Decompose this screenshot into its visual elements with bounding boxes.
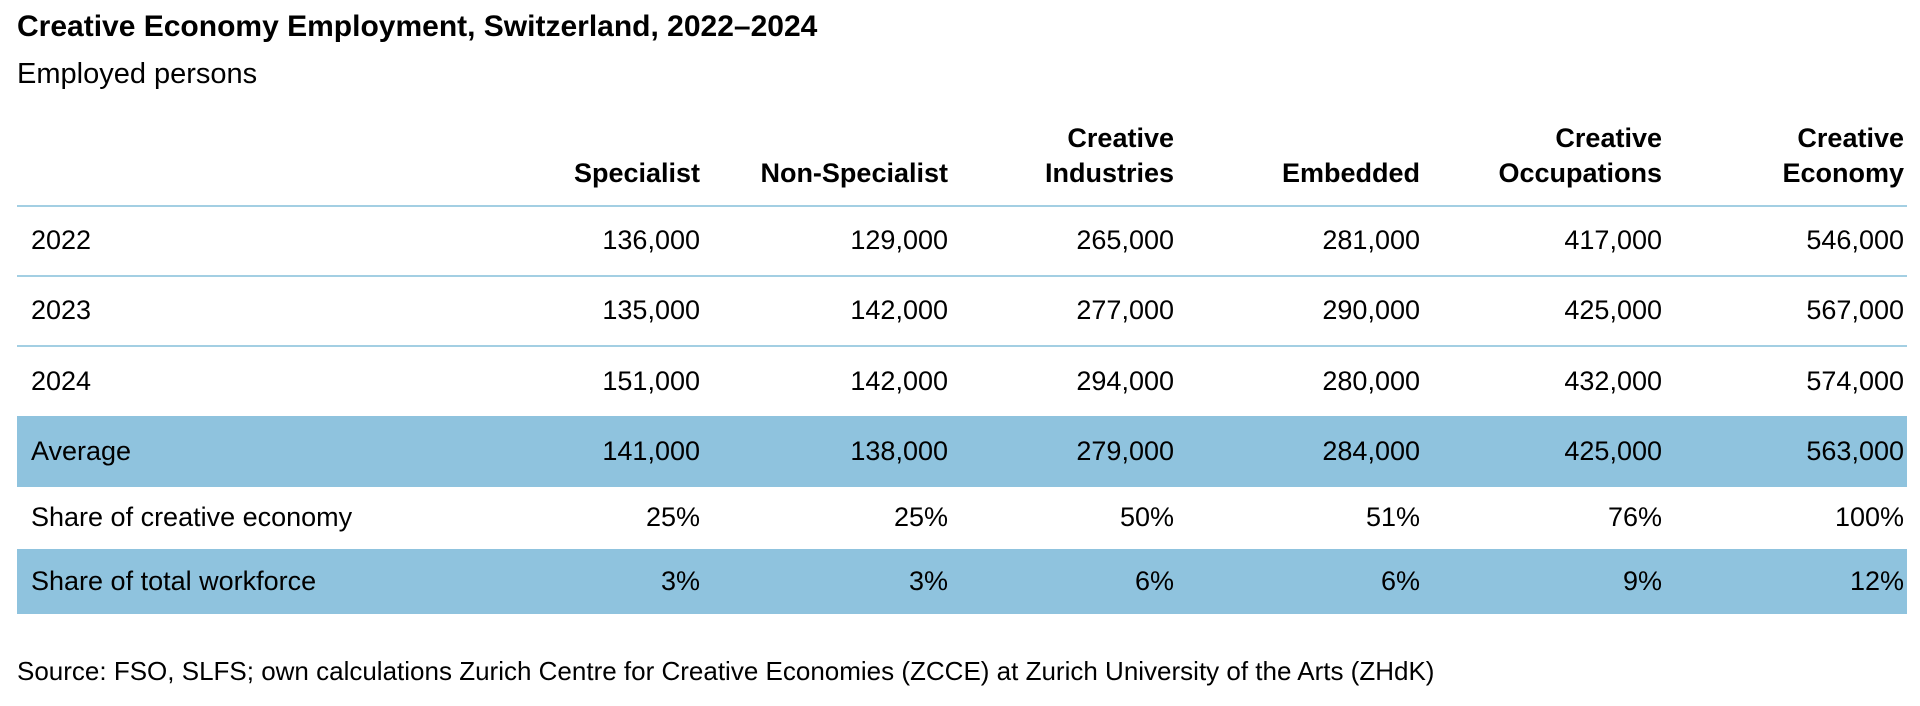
value-cell: 50% (1119, 502, 1174, 532)
value-cell: 142,000 (700, 275, 948, 347)
value-cell: 3% (700, 548, 948, 614)
table-row-share-creative-economy: Share of creative economy 25% 25% 50% 51… (17, 487, 1907, 549)
value-cell: 136,000 (430, 205, 700, 277)
table-title: Creative Economy Employment, Switzerland… (17, 10, 818, 43)
table-row-average: Average 141,000 138,000 279,000 284,000 … (17, 415, 1907, 487)
value-cell: 277,000 (948, 275, 1174, 347)
row-label-header (17, 90, 430, 207)
row-label: 2022 (17, 205, 430, 277)
value-cell: 284,000 (1174, 415, 1420, 487)
table-subtitle: Employed persons (17, 57, 258, 90)
value-cell: 142,000 (850, 365, 948, 396)
column-header-creative-industries: Creative Industries (948, 90, 1174, 207)
value-cell: 432,000 (1564, 365, 1662, 396)
row-label: 2023 (17, 275, 430, 347)
table-row-2023: 2023 135,000 142,000 277,000 290,000 425… (17, 275, 1907, 347)
value-cell: 563,000 (1662, 415, 1907, 487)
value-cell: 141,000 (430, 415, 700, 487)
source-note: Source: FSO, SLFS; own calculations Zuri… (17, 655, 1435, 686)
table-row-share-total-workforce: Share of total workforce 3% 3% 6% 6% 9% … (17, 548, 1907, 614)
value-cell: 3% (430, 548, 700, 614)
row-label: Average (17, 415, 430, 487)
column-header-specialist: Specialist (430, 90, 700, 207)
value-cell: 12% (1662, 548, 1907, 614)
column-header-embedded: Embedded (1174, 90, 1420, 207)
value-cell: 546,000 (1662, 205, 1907, 277)
column-header-creative-economy: Creative Economy (1662, 90, 1907, 207)
value-cell: 138,000 (700, 415, 948, 487)
report-page: Creative Economy Employment, Switzerland… (17, 10, 1907, 686)
employment-table: Specialist Non-Specialist Creative Indust… (17, 90, 1907, 614)
value-cell: 280,000 (1322, 365, 1420, 396)
column-header-creative-occupations: Creative Occupations (1420, 90, 1662, 207)
value-cell: 417,000 (1420, 205, 1662, 277)
row-label: 2024 (31, 365, 92, 396)
header-row: Specialist Non-Specialist Creative Indust… (17, 90, 1907, 207)
value-cell: 6% (1174, 548, 1420, 614)
value-cell: 151,000 (602, 365, 700, 396)
value-cell: 9% (1420, 548, 1662, 614)
value-cell: 574,000 (1806, 365, 1904, 396)
value-cell: 290,000 (1174, 275, 1420, 347)
table-row-2024: 2024 151,000 142,000 294,000 280,000 432… (17, 346, 1907, 416)
value-cell: 294,000 (1076, 365, 1174, 396)
column-header-non-specialist: Non-Specialist (700, 90, 948, 207)
value-cell: 100% (1834, 502, 1904, 532)
value-cell: 25% (893, 502, 948, 532)
value-cell: 265,000 (948, 205, 1174, 277)
value-cell: 425,000 (1420, 415, 1662, 487)
value-cell: 425,000 (1420, 275, 1662, 347)
value-cell: 6% (948, 548, 1174, 614)
table-row-2022: 2022 136,000 129,000 265,000 281,000 417… (17, 205, 1907, 277)
value-cell: 25% (645, 502, 700, 532)
row-label: Share of total workforce (17, 548, 430, 614)
value-cell: 76% (1607, 502, 1662, 532)
value-cell: 135,000 (430, 275, 700, 347)
value-cell: 51% (1365, 502, 1420, 532)
value-cell: 281,000 (1174, 205, 1420, 277)
row-label: Share of creative economy (31, 502, 353, 532)
value-cell: 567,000 (1662, 275, 1907, 347)
value-cell: 279,000 (948, 415, 1174, 487)
value-cell: 129,000 (700, 205, 948, 277)
